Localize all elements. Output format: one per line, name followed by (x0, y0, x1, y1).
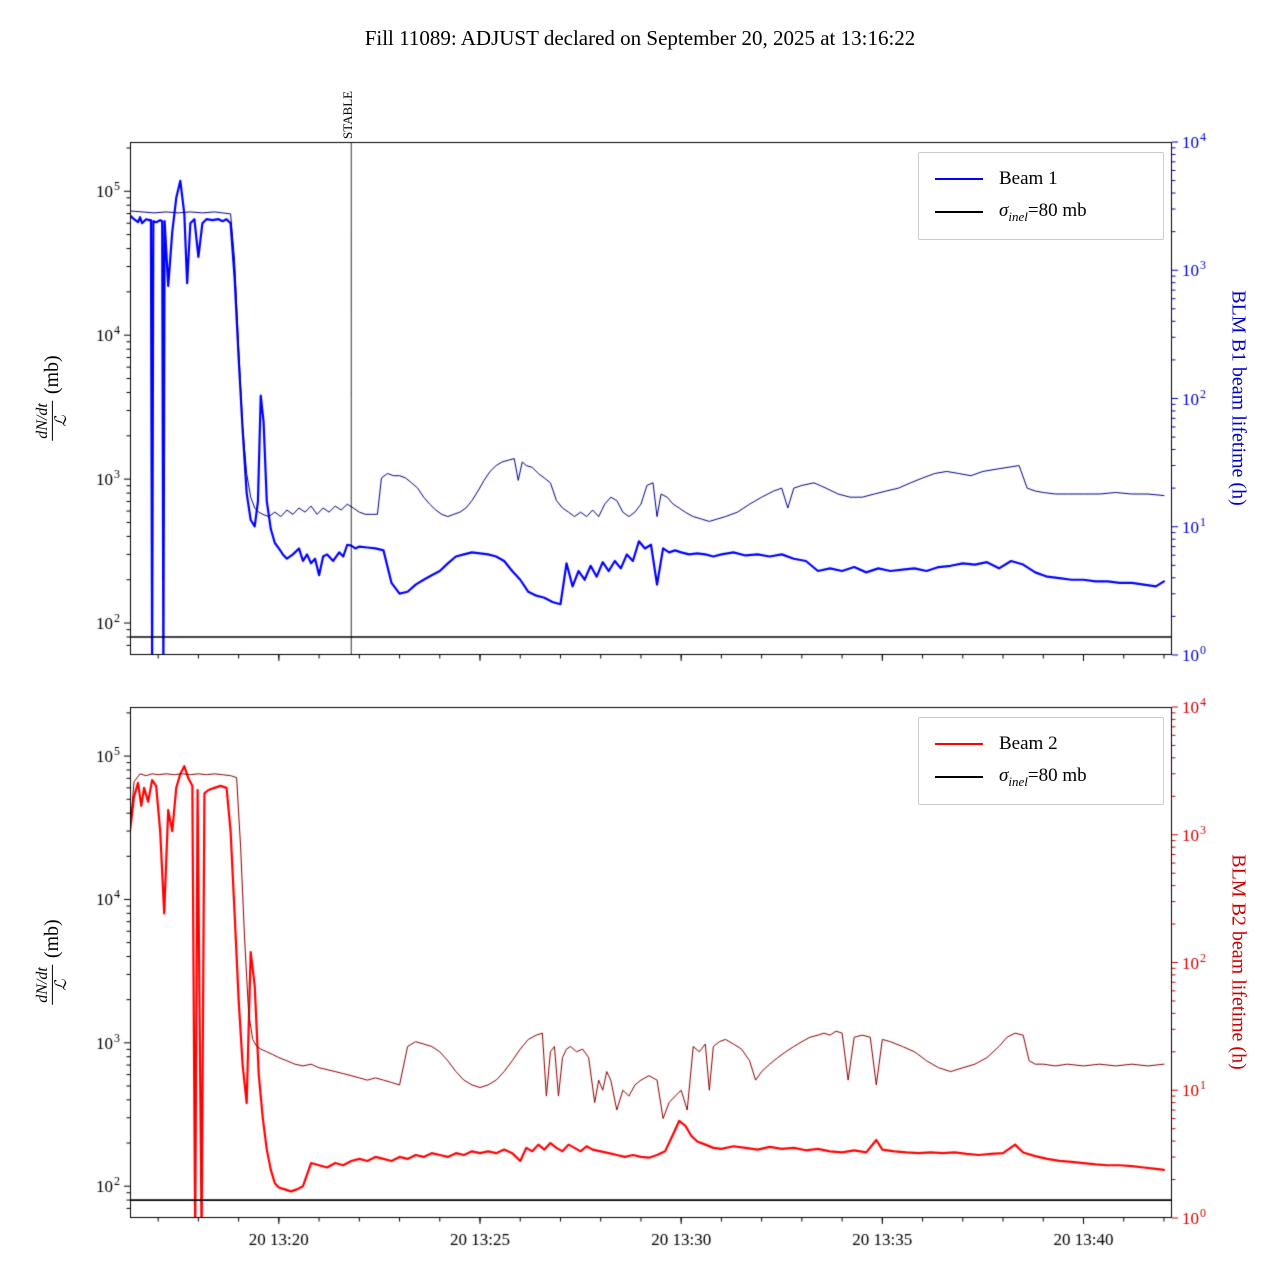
fraction-numerator: dN/dt (33, 401, 53, 441)
legend-beam2: Beam 2 σinel=80 mb (918, 717, 1164, 805)
legend-label-sigma: σinel=80 mb (999, 765, 1087, 790)
legend-beam1: Beam 1 σinel=80 mb (918, 152, 1164, 240)
legend-line-sample (935, 177, 983, 180)
legend-entry-beam1: Beam 1 (919, 168, 1163, 190)
legend-entry-sigma: σinel=80 mb (919, 200, 1163, 225)
ylabel-left-bottom: dN/dt ℒ (mb) (33, 919, 70, 1005)
sigma-value: =80 mb (1027, 199, 1087, 221)
unit-label: (mb) (40, 355, 63, 395)
sigma-subscript: inel (1008, 773, 1028, 789)
fraction-label: dN/dt ℒ (33, 401, 70, 441)
ylabel-right-bottom: BLM B2 beam lifetime (h) (1227, 854, 1250, 1070)
legend-line-sample (935, 210, 983, 213)
legend-label-sigma: σinel=80 mb (999, 200, 1087, 225)
legend-label: Beam 1 (999, 167, 1058, 189)
fraction-denominator: ℒ (52, 415, 70, 427)
legend-entry-beam2: Beam 2 (919, 733, 1163, 755)
fraction-label: dN/dt ℒ (33, 965, 70, 1005)
ylabel-left-top: dN/dt ℒ (mb) (33, 355, 70, 441)
legend-label: Beam 2 (999, 732, 1058, 754)
legend-line-sample (935, 742, 983, 745)
legend-entry-sigma: σinel=80 mb (919, 765, 1163, 790)
unit-label: (mb) (40, 919, 63, 959)
ylabel-right-top: BLM B1 beam lifetime (h) (1227, 290, 1250, 506)
legend-line-sample (935, 775, 983, 778)
stable-annotation: STABLE (340, 90, 355, 139)
sigma-subscript: inel (1008, 208, 1028, 224)
sigma-symbol: σ (999, 764, 1009, 786)
sigma-value: =80 mb (1027, 764, 1087, 786)
fraction-denominator: ℒ (52, 979, 70, 991)
fraction-numerator: dN/dt (33, 965, 53, 1005)
figure-title: Fill 11089: ADJUST declared on September… (364, 26, 916, 50)
sigma-symbol: σ (999, 199, 1009, 221)
